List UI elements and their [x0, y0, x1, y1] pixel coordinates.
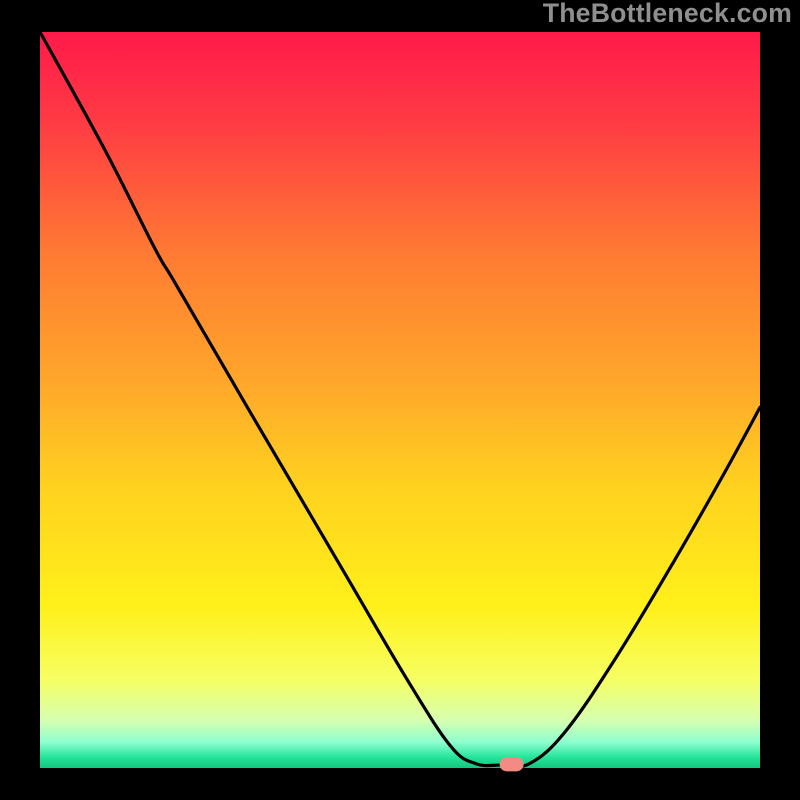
watermark-text: TheBottleneck.com — [543, 0, 792, 27]
optimal-point-marker — [500, 757, 524, 771]
chart-background — [40, 32, 760, 768]
bottleneck-chart — [0, 0, 800, 800]
